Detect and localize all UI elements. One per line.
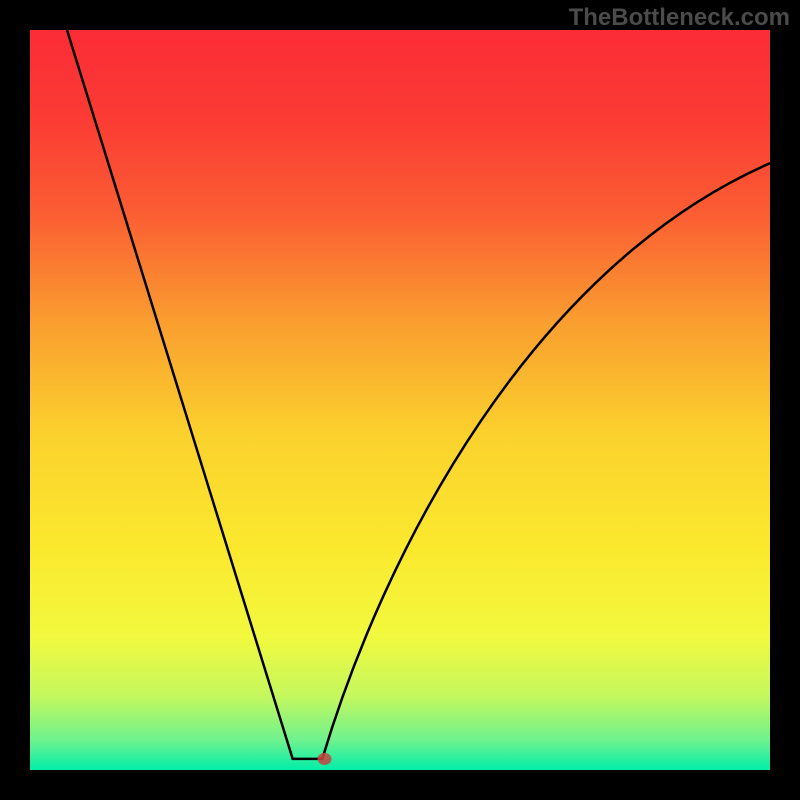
plot-area [30,30,770,770]
optimal-point-marker [318,753,332,765]
curve-layer [30,30,770,770]
watermark-text: TheBottleneck.com [569,4,790,32]
chart-container: TheBottleneck.com [0,0,800,800]
bottleneck-curve [67,30,770,759]
